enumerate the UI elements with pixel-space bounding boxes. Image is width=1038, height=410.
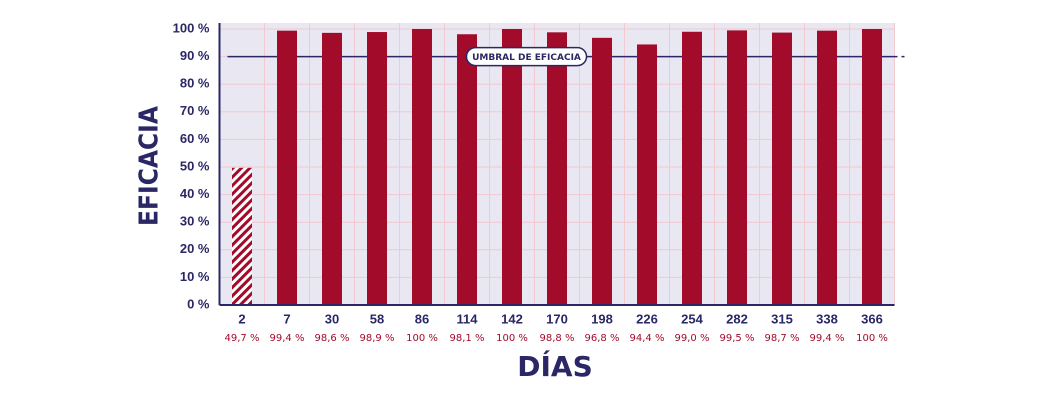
y-tick-label: 30 % bbox=[180, 214, 210, 229]
value-label: 99,5 % bbox=[720, 333, 755, 344]
value-label: 99,0 % bbox=[675, 333, 710, 344]
value-label: 98,7 % bbox=[765, 333, 800, 344]
y-axis-title: EFICACIA bbox=[135, 106, 165, 226]
x-axis-title: DÍAS bbox=[517, 349, 593, 383]
y-tick-label: 20 % bbox=[180, 241, 210, 256]
y-tick-label: 10 % bbox=[180, 269, 210, 284]
threshold-label-box bbox=[465, 46, 588, 67]
x-tick-label: 254 bbox=[681, 311, 703, 326]
value-label: 96,8 % bbox=[585, 333, 620, 344]
bar bbox=[502, 29, 522, 305]
bar bbox=[457, 34, 477, 306]
bar bbox=[232, 167, 252, 305]
bar bbox=[682, 31, 702, 305]
x-tick-label: 30 bbox=[325, 311, 339, 326]
bar bbox=[592, 37, 612, 305]
bar bbox=[322, 32, 342, 305]
x-tick-label: 282 bbox=[726, 311, 748, 326]
x-tick-label: 315 bbox=[771, 311, 793, 326]
y-tick-label: 40 % bbox=[180, 186, 210, 201]
y-tick-label: 80 % bbox=[180, 76, 210, 91]
value-label: 99,4 % bbox=[810, 333, 845, 344]
value-label: 49,7 % bbox=[225, 333, 260, 344]
threshold-label: UMBRAL DE EFICACIA bbox=[472, 53, 581, 63]
x-tick-label: 226 bbox=[636, 311, 658, 326]
value-label: 100 % bbox=[406, 333, 438, 344]
bar bbox=[637, 44, 657, 306]
y-tick-label: 50 % bbox=[180, 158, 210, 173]
x-tick-label: 142 bbox=[501, 311, 523, 326]
bar bbox=[727, 30, 747, 305]
bar bbox=[772, 32, 792, 305]
x-tick-label: 338 bbox=[816, 311, 838, 326]
x-tick-label: 2 bbox=[238, 311, 245, 326]
bar bbox=[862, 29, 882, 305]
value-label: 98,6 % bbox=[315, 333, 350, 344]
value-label: 100 % bbox=[496, 333, 528, 344]
x-tick-label: 86 bbox=[415, 311, 429, 326]
x-tick-label: 58 bbox=[370, 311, 384, 326]
x-tick-label: 198 bbox=[591, 311, 613, 326]
value-label: 94,4 % bbox=[630, 333, 665, 344]
y-tick-label: 90 % bbox=[180, 48, 210, 63]
bar bbox=[817, 30, 837, 305]
value-label: 99,4 % bbox=[270, 333, 305, 344]
bar bbox=[547, 32, 567, 305]
value-label: 98,8 % bbox=[540, 333, 575, 344]
bar bbox=[367, 32, 387, 305]
bar bbox=[412, 29, 432, 305]
y-tick-label: 0 % bbox=[187, 296, 210, 311]
y-tick-label: 70 % bbox=[180, 103, 210, 118]
x-tick-label: 114 bbox=[457, 311, 479, 326]
x-tick-label: 366 bbox=[861, 311, 883, 326]
value-label: 98,9 % bbox=[360, 333, 395, 344]
x-tick-label: 170 bbox=[546, 311, 568, 326]
x-tick-label: 7 bbox=[283, 311, 290, 326]
y-tick-label: 100 % bbox=[173, 20, 210, 35]
bar bbox=[277, 30, 297, 305]
y-tick-label: 60 % bbox=[180, 131, 210, 146]
value-label: 100 % bbox=[856, 333, 888, 344]
value-label: 98,1 % bbox=[450, 333, 485, 344]
